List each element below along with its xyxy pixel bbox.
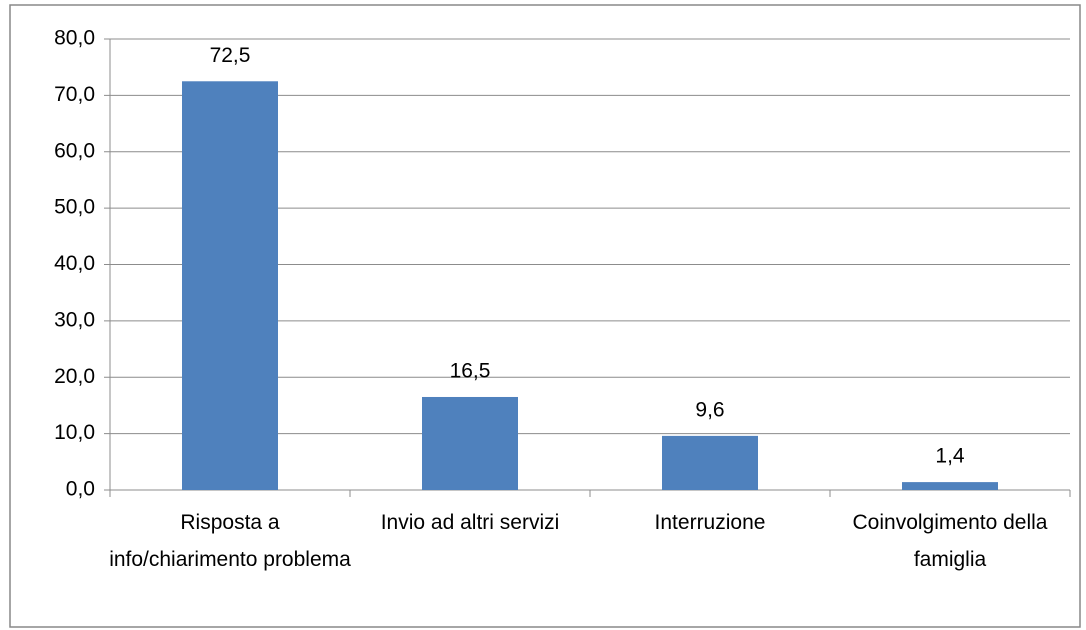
bar (422, 396, 518, 490)
y-tick-label: 20,0 (54, 365, 95, 388)
data-label: 72,5 (210, 44, 251, 67)
y-tick-label: 50,0 (54, 196, 95, 219)
x-tick-label: Risposta a info/chiarimento problema (109, 511, 351, 571)
bar (182, 81, 278, 490)
bar (902, 482, 998, 490)
y-tick-label: 80,0 (54, 27, 95, 50)
data-label: 16,5 (450, 360, 491, 383)
y-tick-label: 70,0 (54, 83, 95, 106)
y-tick-label: 60,0 (54, 139, 95, 162)
x-tick-label: Invio ad altri servizi (380, 511, 560, 534)
x-tick-label: Interruzione (654, 511, 766, 534)
data-label: 1,4 (935, 445, 965, 468)
y-tick-label: 40,0 (54, 252, 95, 275)
y-tick-label: 0,0 (66, 478, 95, 501)
y-tick-label: 30,0 (54, 308, 95, 331)
data-label: 9,6 (695, 398, 724, 421)
x-tick-label: Coinvolgimento della famiglia (852, 511, 1048, 571)
y-tick-label: 10,0 (54, 421, 95, 444)
bar (662, 435, 758, 490)
